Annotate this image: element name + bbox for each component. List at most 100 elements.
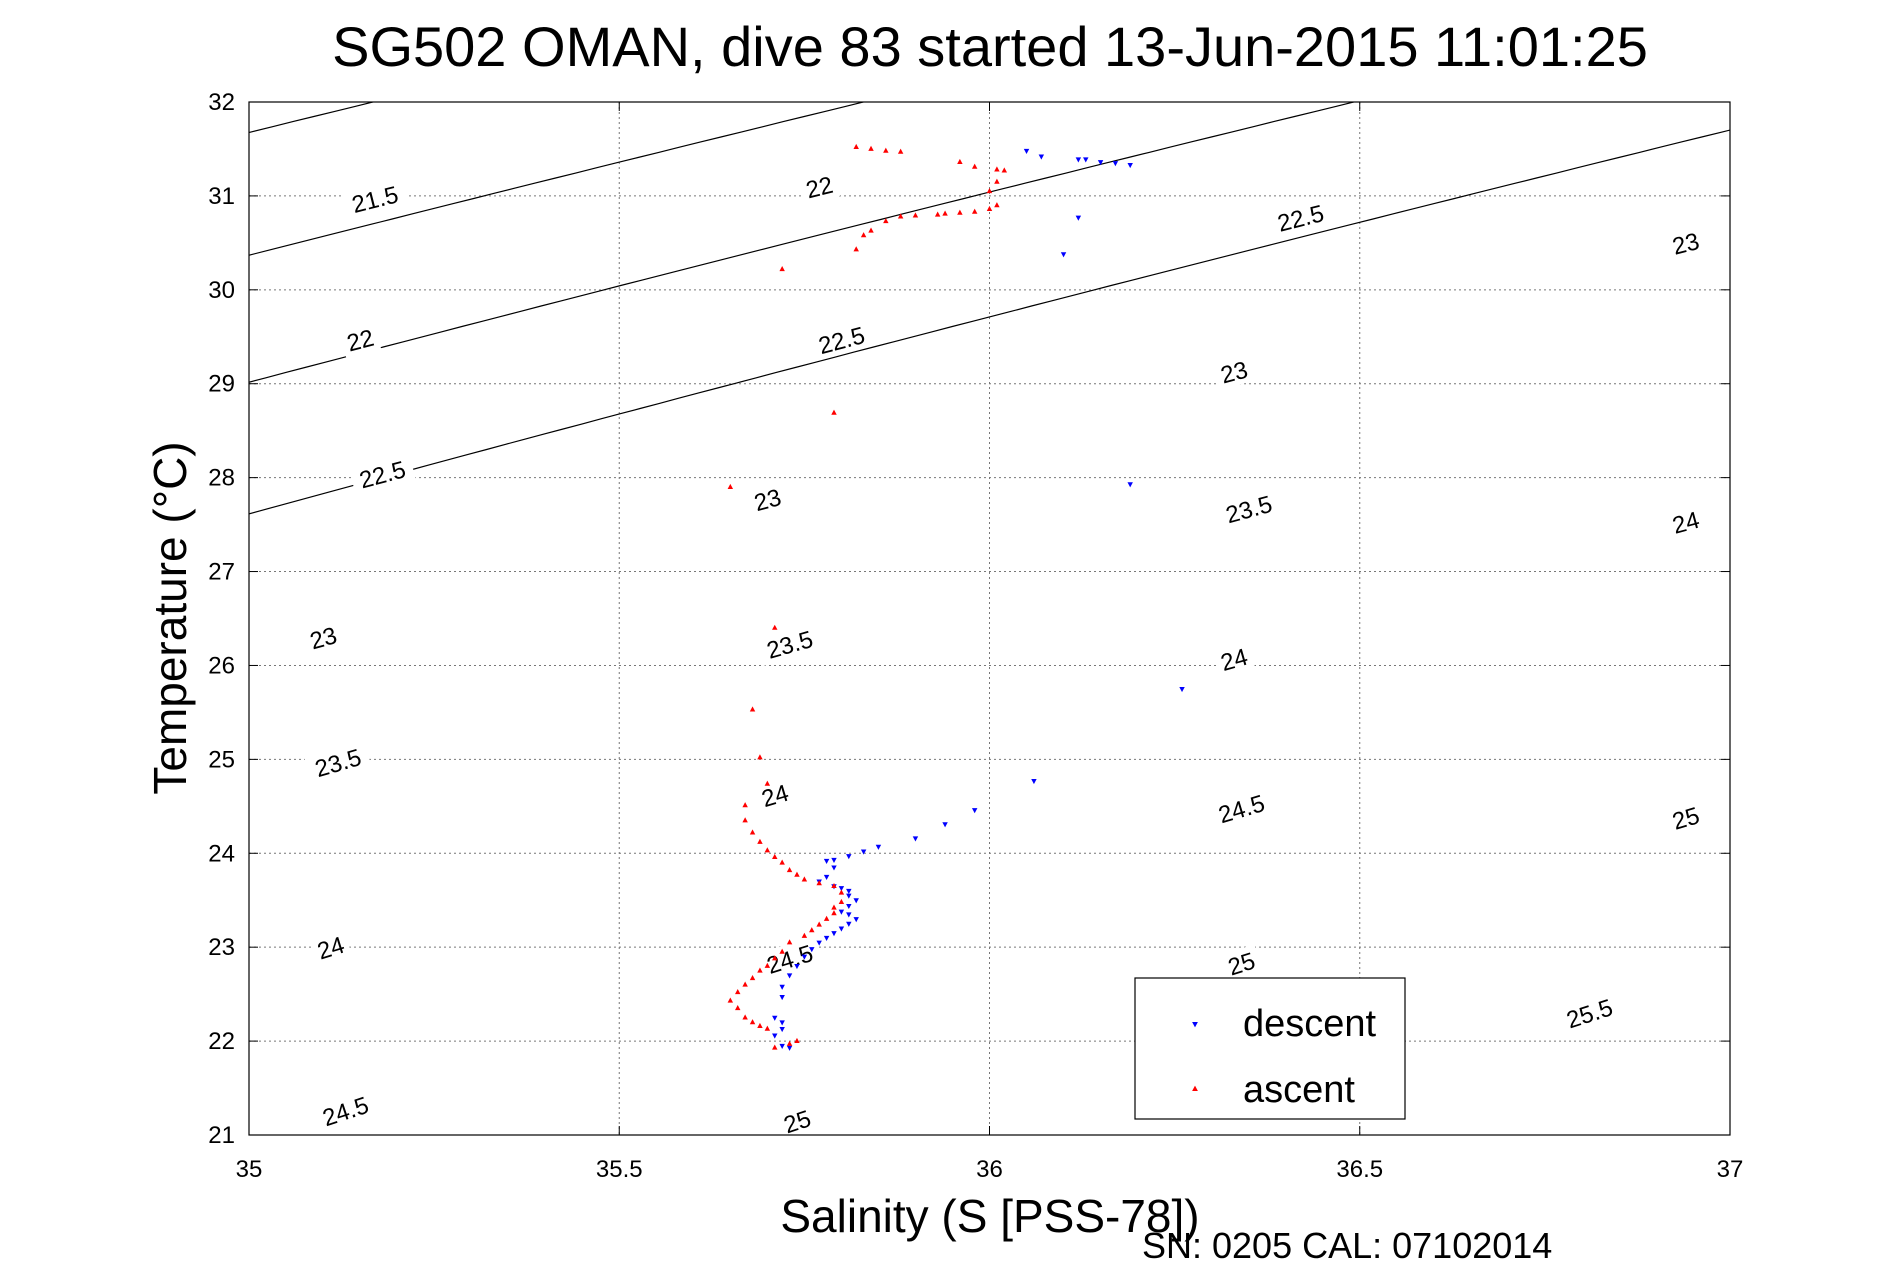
ascent-point	[816, 880, 822, 886]
data-points	[727, 143, 1185, 1051]
descent-point	[1038, 154, 1045, 160]
ascent-point	[757, 754, 763, 760]
contour-label-bg	[1664, 799, 1707, 837]
ascent-point	[957, 209, 963, 215]
ascent-point	[772, 853, 778, 859]
legend: descent ascent	[1134, 977, 1406, 1120]
descent-point	[1075, 157, 1082, 163]
descent-point	[1075, 215, 1082, 221]
ascent-point	[727, 997, 734, 1003]
descent-point	[838, 886, 845, 892]
isopycnal-line	[0, 55, 76, 1182]
ascent-point	[794, 1037, 800, 1044]
descent-point	[846, 921, 852, 927]
contour-label-bg	[341, 177, 409, 220]
contour-label-bg	[304, 740, 372, 785]
ascent-point	[749, 974, 756, 981]
contour-label-group: 25	[1219, 944, 1263, 982]
descent-point	[779, 984, 785, 990]
ascent-point	[860, 232, 867, 238]
contour-label-bg	[807, 318, 875, 361]
descent-point	[853, 917, 859, 923]
contour-label: 23.5	[1223, 491, 1275, 529]
descent-point	[831, 857, 837, 864]
legend-descent-label: descent	[1243, 1003, 1377, 1045]
ascent-point	[831, 882, 837, 889]
contour-label-bg	[798, 168, 841, 205]
contour-label-bg	[755, 935, 824, 982]
contour-label: 25.5	[1563, 994, 1616, 1034]
ascent-point	[883, 218, 889, 224]
x-tick-label: 36	[976, 1156, 1003, 1183]
contour-label: 23.5	[764, 626, 816, 665]
ascent-point	[868, 227, 874, 233]
descent-point	[794, 964, 800, 970]
ascent-point	[986, 205, 993, 211]
descent-point	[942, 822, 948, 828]
ascent-point	[831, 904, 837, 910]
contour-label: 22	[344, 325, 377, 358]
contour-label-bg	[1267, 196, 1334, 239]
x-tick-label: 35	[236, 1156, 263, 1183]
isopycnal-line	[249, 129, 1730, 515]
ascent-point	[786, 866, 793, 873]
contour-label-group: 24.5	[1207, 785, 1276, 831]
ascent-point	[994, 178, 1000, 184]
descent-point	[1127, 482, 1133, 488]
ascent-point	[764, 847, 771, 853]
descent-point	[801, 954, 808, 960]
contour-label-group: 22	[339, 321, 382, 358]
isopycnal-line	[249, 102, 376, 134]
ascent-point	[764, 962, 771, 968]
descent-point	[1031, 779, 1037, 785]
descent-point	[786, 1045, 793, 1051]
contour-label-group: 22.5	[348, 452, 416, 496]
y-tick-label: 21	[208, 1122, 235, 1149]
ascent-point	[801, 932, 808, 938]
y-tick-label: 29	[208, 371, 235, 398]
ascent-point	[735, 1005, 741, 1011]
contour-label-bg	[1212, 353, 1255, 390]
contour-label: 22	[803, 172, 835, 205]
contour-label-bg	[309, 928, 352, 966]
descent-point	[786, 973, 793, 979]
ascent-point	[897, 148, 904, 154]
x-axis-ticks: 35 35.5 36 36.5 37	[236, 102, 1743, 1183]
contour-label: 22.5	[357, 456, 409, 494]
contour-label: 22.5	[816, 322, 868, 360]
descent-point	[831, 865, 837, 871]
contour-label-bg	[1207, 785, 1276, 831]
contour-label-bg	[348, 452, 416, 496]
descent-point	[772, 1015, 778, 1021]
density-contours	[0, 55, 1730, 1182]
contour-label-bg	[1219, 944, 1263, 982]
descent-point	[838, 909, 845, 915]
contour-label-bg	[339, 321, 382, 358]
descent-point	[779, 995, 785, 1001]
ascent-point	[816, 921, 822, 927]
ascent-point	[831, 910, 837, 916]
contour-label-group: 23	[1212, 353, 1255, 390]
x-axis-label: Salinity (S [PSS-78])	[780, 1190, 1199, 1242]
y-tick-label: 28	[208, 465, 235, 492]
y-tick-label: 22	[208, 1028, 235, 1055]
descent-point	[860, 849, 867, 855]
ascent-point	[823, 915, 830, 921]
contour-label-bg	[1215, 486, 1283, 531]
y-tick-label: 31	[208, 183, 235, 210]
ascent-point	[727, 483, 734, 489]
descent-point	[823, 935, 830, 941]
ascent-point	[786, 939, 793, 945]
contour-label: 24.5	[319, 1092, 372, 1132]
descent-point	[1083, 157, 1089, 163]
contour-label-group: 24	[753, 776, 797, 814]
legend-box	[1134, 977, 1406, 1120]
contour-label-bg	[775, 1101, 819, 1140]
contour-label-group: 24.5	[311, 1087, 380, 1134]
ascent-point	[934, 211, 941, 217]
descent-point	[971, 808, 978, 814]
descent-point	[779, 1020, 785, 1026]
descent-point	[846, 888, 852, 895]
legend-descent-marker	[1192, 1021, 1198, 1028]
